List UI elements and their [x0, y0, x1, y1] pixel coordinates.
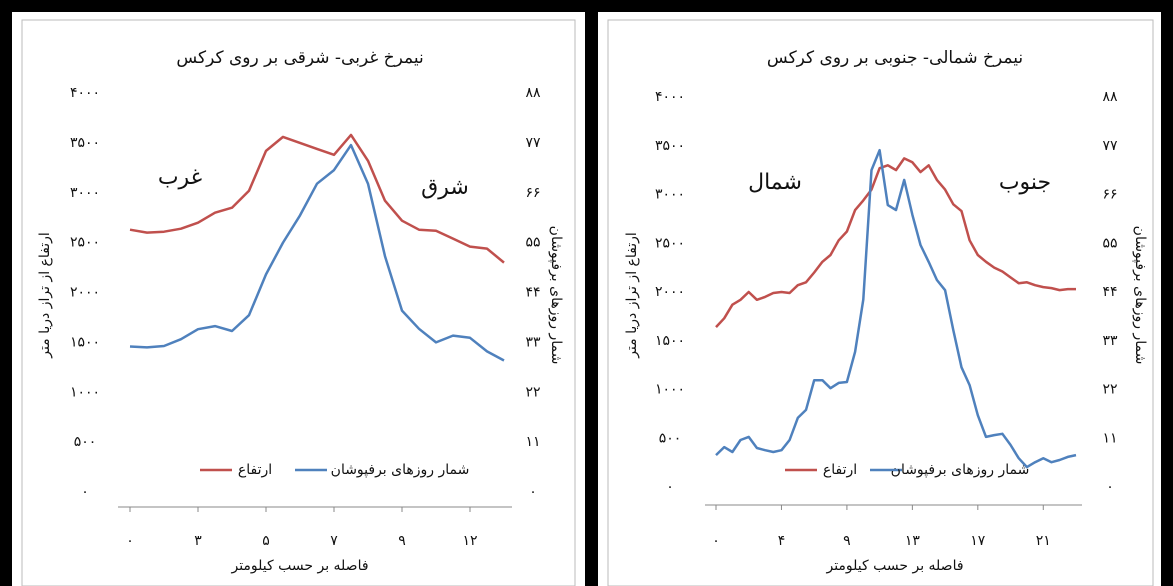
y2-tick-label: ۸۸ — [525, 85, 541, 101]
y-tick-label: ۳۰۰۰ — [70, 185, 100, 201]
annotation: شرق — [421, 175, 469, 200]
y-tick-label: ۱۵۰۰ — [70, 334, 100, 350]
chart-title: نیمرخ غربی- شرقی بر روی کرکس — [176, 48, 423, 68]
x-tick-label: ۹ — [843, 533, 851, 549]
y2-tick-label: ۱۱ — [525, 434, 540, 450]
x-tick-label: ۵ — [262, 533, 270, 549]
y-tick-label: ۲۰۰۰ — [70, 285, 100, 301]
chart-title: نیمرخ شمالی- جنوبی بر روی کرکس — [767, 48, 1023, 68]
x-tick-label: ۲۱ — [1036, 533, 1051, 549]
x-tick-label: ۱۲ — [462, 533, 477, 549]
legend-label: ارتفاع — [238, 462, 272, 478]
series-line — [129, 143, 505, 362]
y-tick-label: ۰ — [666, 479, 674, 495]
y-axis-title: ارتفاع از تراز دریا متر — [37, 232, 53, 359]
annotation: غرب — [158, 165, 202, 190]
y-tick-label: ۰ — [81, 484, 89, 500]
y2-tick-label: ۴۴ — [525, 285, 540, 301]
y-tick-label: ۳۵۰۰ — [655, 138, 685, 154]
y-tick-label: ۲۰۰۰ — [655, 284, 685, 300]
y2-tick-label: ۳۳ — [525, 334, 541, 350]
x-axis-title: فاصله بر حسب کیلومتر — [825, 558, 963, 574]
y2-tick-label: ۰ — [529, 484, 537, 500]
y2-tick-label: ۵۵ — [525, 235, 540, 251]
y-tick-label: ۳۵۰۰ — [70, 135, 100, 151]
x-tick-label: ۳ — [194, 533, 202, 549]
y-tick-label: ۴۰۰۰ — [655, 89, 685, 105]
y2-tick-label: ۷۷ — [525, 135, 541, 151]
x-axis-title: فاصله بر حسب کیلومتر — [230, 558, 368, 574]
y-axis-title: ارتفاع از تراز دریا متر — [624, 232, 640, 359]
x-tick-label: ۱۳ — [905, 533, 921, 549]
y2-tick-label: ۳۳ — [1102, 333, 1118, 349]
y-tick-label: ۲۵۰۰ — [655, 235, 685, 251]
y-tick-label: ۵۰۰ — [74, 434, 97, 450]
legend-label: شمار روزهای برفپوشان — [331, 462, 470, 478]
x-tick-label: ۰ — [712, 533, 720, 549]
y-tick-label: ۱۰۰۰ — [70, 384, 100, 400]
chart-area — [607, 19, 1154, 586]
y2-tick-label: ۵۵ — [1102, 235, 1117, 251]
y2-tick-label: ۲۲ — [1102, 382, 1117, 398]
x-tick-label: ۹ — [398, 533, 406, 549]
y-tick-label: ۴۰۰۰ — [70, 85, 100, 101]
chart-area — [21, 19, 576, 586]
series-line — [715, 148, 1077, 469]
series-line — [715, 157, 1076, 328]
y-tick-label: ۲۵۰۰ — [70, 235, 100, 251]
legend-label: ارتفاع — [823, 462, 857, 478]
x-tick-label: ۷ — [330, 533, 338, 549]
y2-axis-title: شمار روزهای برفپوشان — [548, 226, 564, 365]
y-tick-label: ۵۰۰ — [659, 430, 682, 446]
y2-tick-label: ۱۱ — [1102, 430, 1117, 446]
y2-tick-label: ۴۴ — [1102, 284, 1117, 300]
y2-tick-label: ۷۷ — [1102, 138, 1118, 154]
annotation: شمال — [748, 170, 802, 195]
legend-label: شمار روزهای برفپوشان — [891, 462, 1030, 478]
y2-tick-label: ۶۶ — [525, 185, 540, 201]
series-line — [129, 133, 505, 264]
y-tick-label: ۱۵۰۰ — [655, 333, 685, 349]
y2-tick-label: ۶۶ — [1102, 187, 1117, 203]
x-tick-label: ۰ — [126, 533, 134, 549]
x-tick-label: ۴ — [778, 533, 786, 549]
y-tick-label: ۱۰۰۰ — [655, 382, 685, 398]
y2-axis-title: شمار روزهای برفپوشان — [1132, 226, 1148, 365]
x-tick-label: ۱۷ — [970, 533, 986, 549]
annotation: جنوب — [999, 170, 1051, 195]
y-tick-label: ۳۰۰۰ — [655, 187, 685, 203]
y2-tick-label: ۲۲ — [525, 384, 540, 400]
y2-tick-label: ۸۸ — [1102, 89, 1118, 105]
y2-tick-label: ۰ — [1106, 479, 1114, 495]
